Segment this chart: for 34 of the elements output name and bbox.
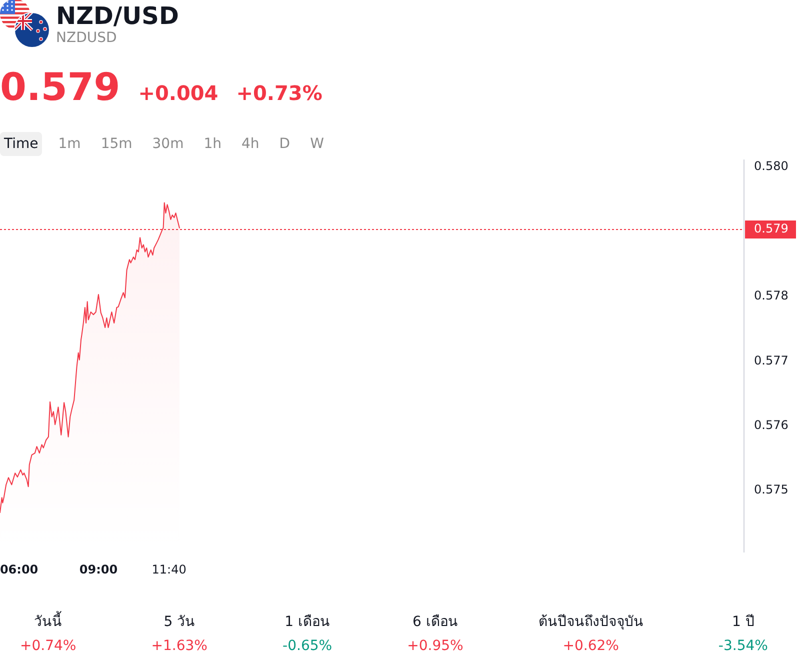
text: 4h bbox=[242, 136, 260, 152]
text: D bbox=[279, 136, 290, 152]
chart-title: NZD/USD bbox=[56, 1, 179, 31]
ref-line-label: 0.579 bbox=[754, 222, 788, 236]
chart-subtitle: NZDUSD bbox=[56, 29, 117, 47]
x-tick-label: 09:00 bbox=[79, 562, 118, 576]
y-tick-label: 0.580 bbox=[754, 159, 788, 174]
text: 15m bbox=[100, 136, 132, 152]
category-label: วันนี้ bbox=[34, 613, 62, 631]
y-tick-label: 0.577 bbox=[754, 353, 788, 368]
text: -0.65% bbox=[282, 638, 332, 654]
y-tick-label: 0.575 bbox=[754, 482, 788, 497]
x-tick-label: 06:00 bbox=[0, 562, 38, 576]
category-label: 1 เดือน bbox=[284, 613, 330, 631]
text: +1.63% bbox=[151, 638, 208, 654]
text: +0.73% bbox=[236, 80, 322, 107]
y-tick-label: 0.578 bbox=[754, 288, 788, 303]
text: +0.004 bbox=[138, 80, 218, 107]
y-tick-label: 0.576 bbox=[754, 418, 788, 432]
text: +0.62% bbox=[562, 638, 619, 654]
x-tick-label: 11:40 bbox=[152, 562, 186, 576]
text: -3.54% bbox=[718, 638, 768, 654]
category-label: ต้นปีจนถึงปัจจุบัน bbox=[538, 613, 644, 631]
text: 1h bbox=[204, 136, 222, 152]
text: 1m bbox=[58, 136, 81, 152]
text: Time bbox=[4, 136, 38, 152]
category-label: 5 วัน bbox=[164, 613, 196, 631]
text: +0.74% bbox=[20, 638, 76, 654]
category-label: 1 ปี bbox=[732, 613, 754, 631]
text: 30m bbox=[152, 136, 184, 152]
text: +0.95% bbox=[407, 638, 464, 654]
category-label: 6 เดือน bbox=[412, 613, 458, 631]
text: 0.579 bbox=[0, 65, 120, 109]
text: W bbox=[310, 136, 324, 152]
